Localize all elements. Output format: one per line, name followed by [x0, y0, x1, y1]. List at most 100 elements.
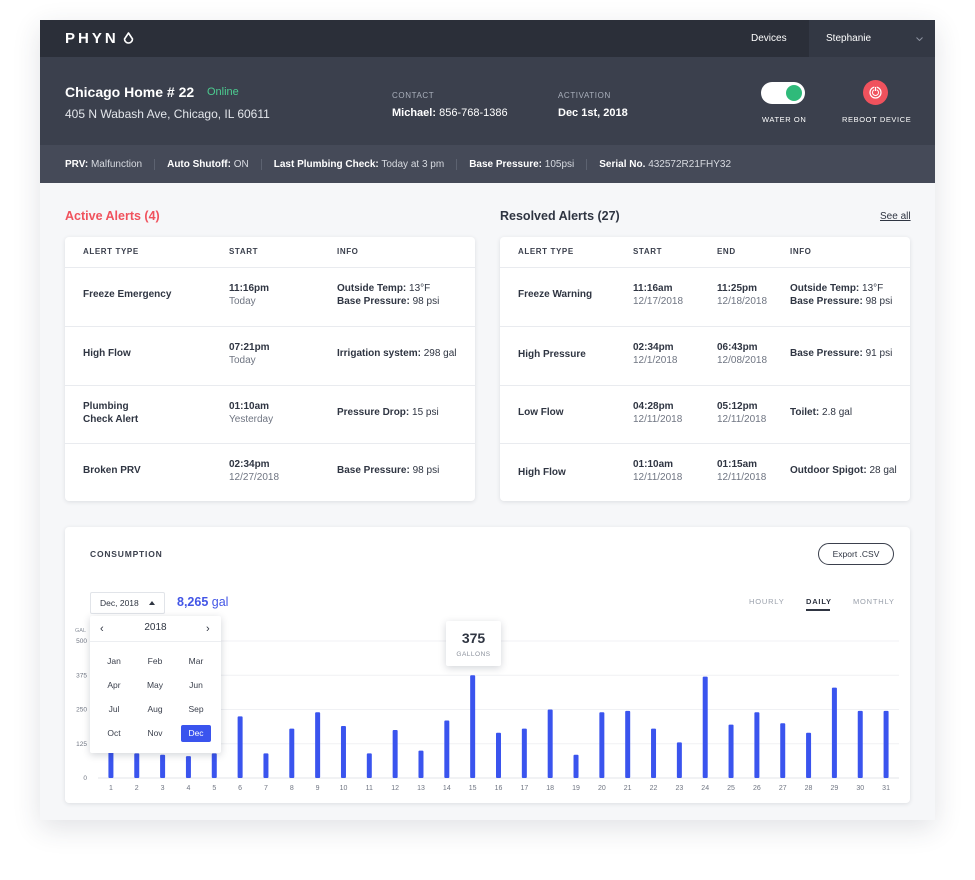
- col-info: INFO: [790, 247, 812, 256]
- y-tick-label: 0: [83, 775, 87, 782]
- alert-time: 02:34pm: [229, 459, 270, 470]
- col-end: END: [717, 247, 736, 256]
- export-csv-button[interactable]: Export .CSV: [818, 543, 894, 565]
- x-tick-label: 6: [238, 785, 242, 792]
- water-toggle[interactable]: [761, 82, 805, 104]
- x-tick-label: 10: [340, 785, 348, 792]
- toggle-knob: [786, 85, 802, 101]
- divider: [500, 326, 910, 327]
- bar-tooltip: 375 GALLONS: [446, 621, 501, 666]
- status-auto-shutoff-label: Auto Shutoff:: [167, 158, 231, 170]
- see-all-link[interactable]: See all: [880, 211, 911, 222]
- info-label: Outdoor Spigot:: [790, 465, 867, 476]
- power-icon: [869, 86, 882, 99]
- alert-time: 01:10am: [633, 459, 674, 470]
- month-option-apr[interactable]: Apr: [107, 680, 121, 690]
- alert-start: 02:34pm 12/1/2018: [633, 341, 678, 367]
- status-auto-shutoff: Auto Shutoff: ON: [167, 158, 262, 170]
- x-tick-label: 28: [805, 785, 813, 792]
- bar: [573, 754, 579, 778]
- info-label: Base Pressure:: [337, 296, 410, 307]
- bar: [392, 730, 398, 778]
- x-tick-label: 19: [572, 785, 580, 792]
- status-auto-shutoff-value: ON: [233, 158, 249, 170]
- month-option-sep[interactable]: Sep: [188, 704, 204, 714]
- next-year-icon[interactable]: ›: [206, 623, 210, 635]
- tab-hourly[interactable]: HOURLY: [749, 597, 785, 606]
- divider: [500, 267, 910, 268]
- alert-start: 11:16am 12/17/2018: [633, 282, 683, 308]
- x-tick-label: 18: [546, 785, 554, 792]
- alert-type-line: Freeze Warning: [518, 289, 593, 300]
- info-value: 91 psi: [865, 348, 893, 359]
- month-option-jun[interactable]: Jun: [189, 680, 203, 690]
- prev-year-icon[interactable]: ‹: [100, 623, 104, 635]
- month-option-nov[interactable]: Nov: [147, 728, 163, 738]
- total-value: 8,265: [177, 595, 209, 609]
- bar: [547, 709, 553, 778]
- contact-phone: 856-768-1386: [439, 107, 508, 119]
- bar: [857, 710, 863, 778]
- alert-end: 06:43pm 12/08/2018: [717, 341, 767, 367]
- alert-time: 07:21pm: [229, 342, 270, 353]
- status-plumbing-check-value: Today at 3 pm: [381, 158, 445, 170]
- x-tick-label: 20: [598, 785, 606, 792]
- tooltip-value: 375: [461, 630, 486, 646]
- x-tick-label: 4: [186, 785, 190, 792]
- status-plumbing-check-label: Last Plumbing Check:: [273, 158, 379, 170]
- alert-type-line: Broken PRV: [83, 465, 141, 476]
- alert-date: Today: [229, 296, 256, 307]
- alert-date: 12/11/2018: [717, 414, 767, 425]
- month-option-mar[interactable]: Mar: [188, 656, 204, 666]
- water-drop-icon: [123, 32, 133, 44]
- x-tick-label: 1: [109, 785, 113, 792]
- tab-daily[interactable]: DAILY: [806, 597, 832, 606]
- reboot-button[interactable]: [863, 80, 888, 105]
- bar: [831, 687, 837, 778]
- alert-type-line: Low Flow: [518, 407, 564, 418]
- col-start: START: [633, 247, 663, 256]
- bar: [521, 728, 527, 778]
- month-option-jan[interactable]: Jan: [107, 656, 121, 666]
- tooltip-unit: GALLONS: [456, 651, 491, 658]
- nav-devices-link[interactable]: Devices: [751, 33, 787, 44]
- alert-date: 12/11/2018: [717, 472, 767, 483]
- resolved-alerts-title: Resolved Alerts (27): [500, 209, 620, 223]
- month-option-feb[interactable]: Feb: [147, 656, 163, 666]
- x-tick-label: 23: [675, 785, 683, 792]
- activation-label: ACTIVATION: [558, 91, 611, 100]
- chevron-down-icon: [916, 37, 923, 41]
- alert-type: Freeze Warning: [518, 288, 592, 301]
- month-option-oct[interactable]: Oct: [107, 728, 121, 738]
- alert-type-line: Freeze Emergency: [83, 289, 172, 300]
- month-option-may[interactable]: May: [146, 680, 164, 690]
- logo[interactable]: PHYN: [65, 30, 134, 47]
- month-option-jul[interactable]: Jul: [108, 704, 120, 714]
- status-serial-label: Serial No.: [599, 158, 646, 170]
- month-select[interactable]: Dec, 2018: [90, 592, 165, 614]
- x-tick-label: 2: [135, 785, 139, 792]
- active-alerts-table: ALERT TYPE START INFO Freeze Emergency 1…: [65, 237, 475, 501]
- info-label: Irrigation system:: [337, 348, 421, 359]
- tab-monthly[interactable]: MONTHLY: [853, 597, 895, 606]
- status-serial-value: 432572R21FHY32: [648, 158, 732, 170]
- bar: [289, 728, 295, 778]
- alert-end: 11:25pm 12/18/2018: [717, 282, 767, 308]
- info-label: Outside Temp:: [790, 283, 860, 294]
- contact-name: Michael:: [392, 107, 437, 119]
- top-nav: PHYN Devices Stephanie: [40, 20, 935, 57]
- info-label: Base Pressure:: [790, 348, 863, 359]
- user-menu[interactable]: Stephanie: [809, 20, 935, 57]
- alert-start: 07:21pm Today: [229, 341, 270, 367]
- month-option-dec[interactable]: Dec: [181, 725, 211, 742]
- home-header: Chicago Home # 22 Online 405 N Wabash Av…: [40, 57, 935, 145]
- month-option-aug[interactable]: Aug: [147, 704, 163, 714]
- col-alert-type: ALERT TYPE: [83, 247, 139, 256]
- alert-time: 11:16am: [633, 283, 673, 294]
- resolved-alerts-table: ALERT TYPE START END INFO Freeze Warning…: [500, 237, 910, 501]
- alert-date: 12/18/2018: [717, 296, 768, 307]
- alert-start: 01:10am Yesterday: [229, 400, 273, 426]
- status-bar: PRV: Malfunction Auto Shutoff: ON Last P…: [40, 145, 935, 183]
- x-tick-label: 15: [469, 785, 477, 792]
